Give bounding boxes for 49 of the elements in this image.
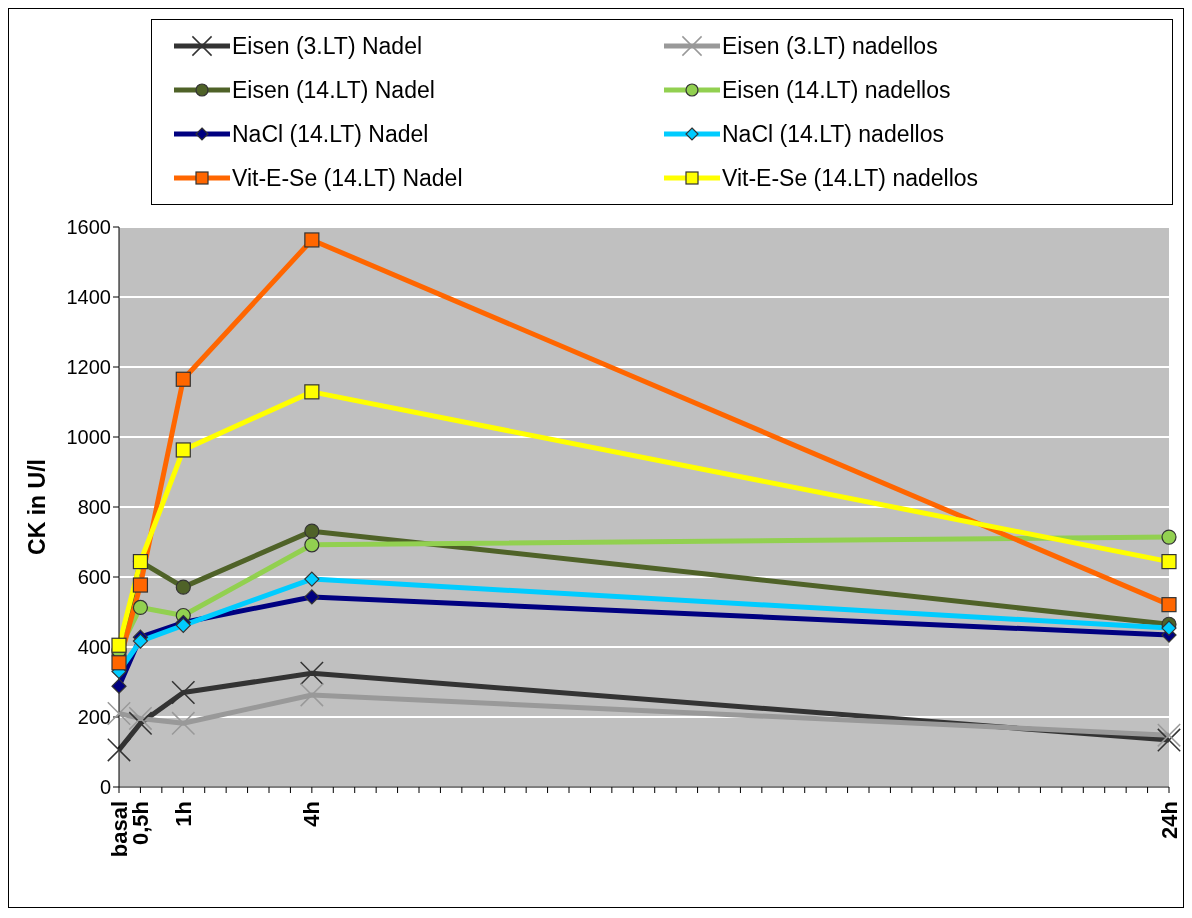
point: [304, 523, 320, 539]
point: [304, 571, 320, 587]
point: [304, 384, 320, 400]
point: [304, 232, 320, 248]
x-tick-label: 24h: [1156, 801, 1182, 839]
point: [171, 680, 196, 705]
point: [128, 706, 153, 731]
point: [299, 683, 324, 707]
y-tick-label: 400: [77, 636, 111, 659]
legend-label: Eisen (14.LT) nadellos: [722, 76, 951, 104]
y-tick-label: 600: [77, 566, 111, 589]
point: [175, 442, 191, 458]
legend-label: NaCl (14.LT) nadellos: [722, 120, 945, 148]
y-axis-title: CK in U/l: [24, 459, 51, 555]
legend-label: Eisen (3.LT) Nadel: [232, 32, 423, 60]
legend-label: NaCl (14.LT) Nadel: [232, 120, 429, 148]
y-tick-label: 1000: [66, 426, 111, 449]
y-tick-label: 200: [77, 706, 111, 729]
point: [107, 737, 131, 762]
point: [1157, 723, 1181, 748]
point: [304, 589, 320, 605]
point: [111, 637, 127, 653]
point: [1161, 554, 1177, 570]
y-tick-label: 1600: [66, 216, 111, 239]
point: [304, 537, 320, 553]
point: [171, 711, 196, 736]
point: [128, 711, 153, 736]
legend-label: Vit-E-Se (14.LT) Nadel: [232, 164, 463, 192]
x-tick-label: 1h: [170, 801, 196, 827]
point: [175, 579, 191, 595]
point: [1161, 529, 1177, 545]
point: [299, 661, 324, 686]
point: [1161, 597, 1177, 613]
point: [111, 678, 127, 694]
point: [175, 371, 191, 387]
y-tick-label: 0: [99, 776, 111, 799]
y-tick-label: 800: [77, 496, 111, 519]
legend-label: Eisen (14.LT) Nadel: [232, 76, 435, 104]
point: [132, 633, 149, 649]
point: [111, 655, 127, 671]
y-tick-label: 1200: [66, 356, 111, 379]
point: [132, 599, 149, 616]
point: [1157, 728, 1181, 753]
y-tick-label: 1400: [66, 286, 111, 309]
point: [132, 577, 149, 593]
x-tick-label: 4h: [299, 801, 325, 827]
legend-label: Eisen (3.LT) nadellos: [722, 32, 938, 60]
point: [1161, 620, 1177, 636]
legend-label: Vit-E-Se (14.LT) nadellos: [722, 164, 979, 192]
